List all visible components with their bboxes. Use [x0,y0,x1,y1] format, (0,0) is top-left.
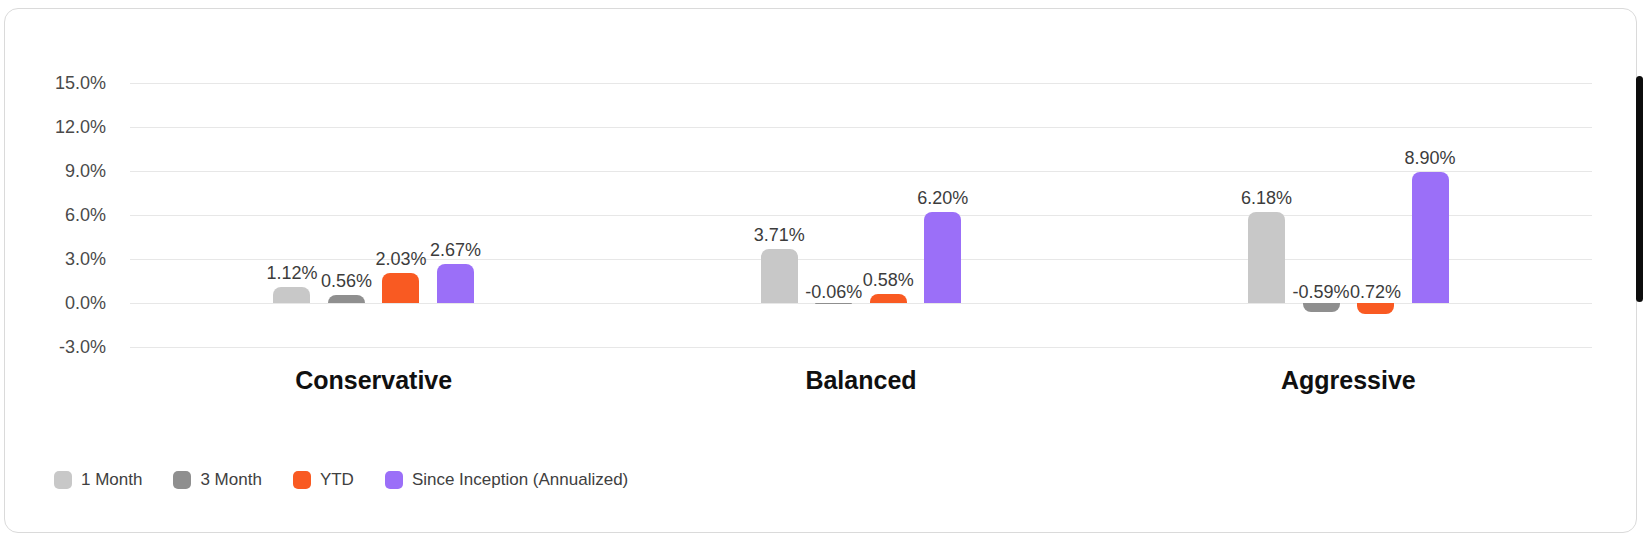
legend-swatch-ytd [293,471,311,489]
legend-item-ytd[interactable]: YTD [293,470,354,490]
gridline [130,127,1592,128]
bar-conservative-ytd[interactable] [382,273,419,303]
legend-label: YTD [320,470,354,490]
y-axis-tick-label: 0.0% [34,292,106,314]
performance-chart-canvas: 15.0%12.0%9.0%6.0%3.0%0.0%-3.0%1.12%0.56… [0,0,1643,542]
bar-value-label: 6.20% [883,188,1003,209]
legend-swatch-since-inception-annualized [385,471,403,489]
gridline [130,215,1592,216]
bar-value-label: 6.18% [1207,188,1327,209]
legend-swatch-1-month [54,471,72,489]
legend-label: 1 Month [81,470,142,490]
bar-aggressive-since-inception-annualized[interactable] [1412,172,1449,303]
bar-balanced-ytd[interactable] [870,294,907,303]
legend-label: Since Inception (Annualized) [412,470,628,490]
bar-conservative-3-month[interactable] [328,295,365,303]
bar-balanced-3-month[interactable] [815,303,852,304]
gridline [130,347,1592,348]
vertical-scrollbar-thumb[interactable] [1636,76,1643,302]
legend-item-1-month[interactable]: 1 Month [54,470,142,490]
y-axis-tick-label: 3.0% [34,248,106,270]
y-axis-tick-label: 12.0% [34,116,106,138]
legend-swatch-3-month [173,471,191,489]
y-axis-tick-label: 6.0% [34,204,106,226]
bar-aggressive-ytd[interactable] [1357,303,1394,314]
legend: 1 Month 3 Month YTD Since Inception (Annual… [54,470,628,490]
bar-value-label: 8.90% [1370,148,1490,169]
category-label: Aggressive [1198,366,1498,395]
bar-aggressive-3-month[interactable] [1303,303,1340,312]
legend-item-3-month[interactable]: 3 Month [173,470,261,490]
bar-value-label: 3.71% [719,225,839,246]
y-axis-tick-label: -3.0% [34,336,106,358]
bar-conservative-since-inception-annualized[interactable] [437,264,474,303]
bar-balanced-since-inception-annualized[interactable] [924,212,961,303]
legend-item-since-inception-annualized[interactable]: Since Inception (Annualized) [385,470,628,490]
legend-label: 3 Month [200,470,261,490]
gridline [130,83,1592,84]
bar-value-label: 2.67% [395,240,515,261]
category-label: Conservative [224,366,524,395]
gridline [130,171,1592,172]
y-axis-tick-label: 15.0% [34,72,106,94]
category-label: Balanced [711,366,1011,395]
y-axis-tick-label: 9.0% [34,160,106,182]
